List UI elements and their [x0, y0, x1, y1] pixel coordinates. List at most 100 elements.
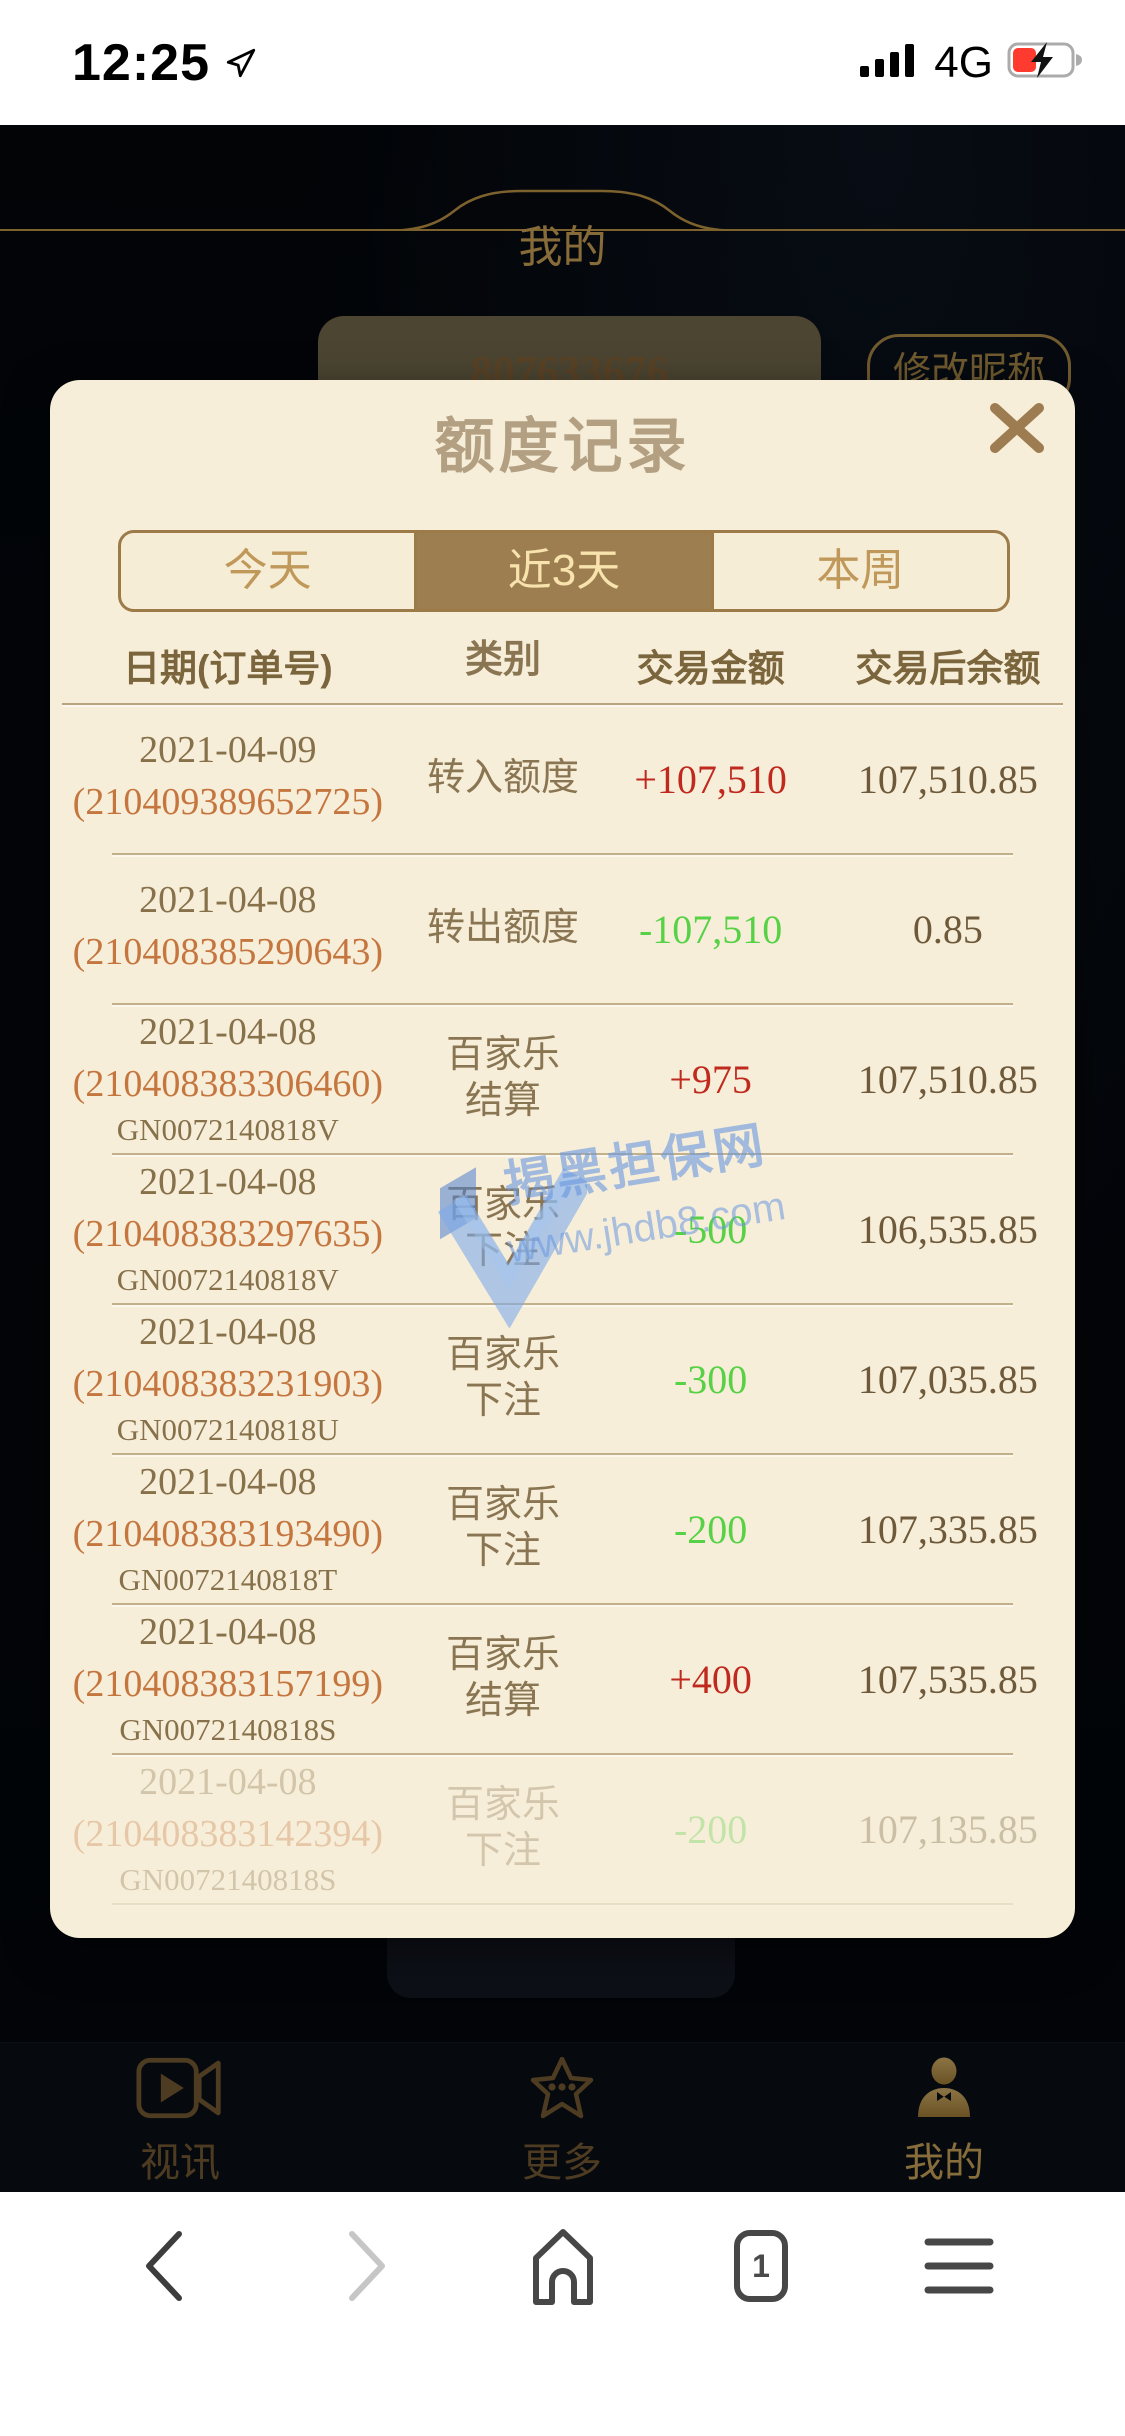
- row-divider: [112, 1903, 1013, 1905]
- row-date-cell: 2021-04-09 (210409389652725): [50, 728, 406, 830]
- row-amount: +400: [669, 1656, 752, 1702]
- row-category: 百家乐 下注: [446, 1184, 561, 1272]
- row-balance: 106,535.85: [857, 1206, 1038, 1252]
- video-icon: [136, 2057, 224, 2123]
- header-divider: [0, 229, 1125, 231]
- row-divider: [112, 1003, 1013, 1005]
- row-divider: [112, 1603, 1013, 1605]
- row-category: 转出额度: [427, 907, 580, 950]
- table-row: 2021-04-08 (210408383297635) GN007214081…: [50, 1155, 1075, 1303]
- tab-today[interactable]: 今天: [223, 546, 312, 595]
- table-row: 2021-04-08 (210408383157199) GN007214081…: [50, 1605, 1075, 1753]
- header-divider-line: [62, 703, 1063, 705]
- nav-item-more[interactable]: 更多: [442, 2056, 682, 2188]
- row-balance: 0.85: [912, 906, 983, 952]
- col-header-category: 类别: [465, 639, 542, 681]
- row-category: 百家乐 结算: [446, 1034, 561, 1122]
- browser-tabs-button[interactable]: 1: [716, 2224, 806, 2308]
- row-date: 2021-04-08: [139, 1161, 317, 1203]
- row-game-code: GN0072140818V: [116, 1262, 339, 1297]
- nav-item-mine[interactable]: 我的: [824, 2057, 1064, 2188]
- row-amount: -200: [673, 1506, 748, 1552]
- row-date-cell: 2021-04-08 (210408383297635) GN007214081…: [50, 1160, 406, 1298]
- table-row: 2021-04-09 (210409389652725) 转入额度 +107,5…: [50, 705, 1075, 853]
- row-date: 2021-04-09: [139, 729, 317, 771]
- tab-this-week[interactable]: 本周: [816, 546, 905, 595]
- row-amount: +975: [669, 1056, 752, 1102]
- row-amount: -500: [673, 1206, 748, 1252]
- row-category: 百家乐 下注: [446, 1484, 561, 1572]
- transaction-list[interactable]: 2021-04-09 (210409389652725) 转入额度 +107,5…: [50, 705, 1075, 1905]
- row-game-code: GN0072140818S: [119, 1862, 337, 1897]
- row-balance: 107,510.85: [857, 1056, 1038, 1102]
- row-date: 2021-04-08: [139, 1011, 317, 1053]
- row-category: 百家乐 下注: [446, 1784, 561, 1872]
- table-row: 2021-04-08 (210408383142394) GN007214081…: [50, 1755, 1075, 1903]
- row-divider: [112, 853, 1013, 855]
- close-icon: [988, 402, 1046, 459]
- col-header-date: 日期(订单号): [123, 648, 333, 689]
- bottom-nav: 视讯 更多: [0, 2042, 1125, 2193]
- star-icon: [529, 2056, 595, 2123]
- row-amount: -200: [673, 1806, 748, 1852]
- row-order-no: (210408383193490): [72, 1513, 383, 1555]
- row-date-cell: 2021-04-08 (210408383142394) GN007214081…: [50, 1760, 406, 1898]
- col-header-balance: 交易后余额: [855, 648, 1041, 689]
- nav-item-video[interactable]: 视讯: [60, 2057, 300, 2188]
- signal-strength-icon: [858, 42, 920, 83]
- row-divider: [112, 1153, 1013, 1155]
- row-order-no: (210408383297635): [72, 1213, 383, 1255]
- row-amount: -107,510: [638, 906, 783, 952]
- row-date: 2021-04-08: [139, 879, 317, 921]
- tab-count-badge: 1: [752, 2247, 770, 2284]
- table-row: 2021-04-08 (210408385290643) 转出额度 -107,5…: [50, 855, 1075, 1003]
- row-category: 转入额度: [427, 757, 580, 800]
- row-order-no: (210408383231903): [72, 1363, 383, 1405]
- row-date-cell: 2021-04-08 (210408383306460) GN007214081…: [50, 1010, 406, 1148]
- table-row: 2021-04-08 (210408383193490) GN007214081…: [50, 1455, 1075, 1603]
- network-type-label: 4G: [934, 37, 993, 87]
- row-date: 2021-04-08: [139, 1461, 317, 1503]
- row-date: 2021-04-08: [139, 1311, 317, 1353]
- tab-last-3-days[interactable]: 近3天: [414, 533, 714, 609]
- modal-title: 额度记录: [434, 413, 691, 480]
- row-balance: 107,510.85: [857, 756, 1038, 802]
- browser-home-button[interactable]: [518, 2224, 608, 2308]
- row-order-no: (210408383142394): [72, 1813, 383, 1855]
- close-button[interactable]: [981, 394, 1053, 466]
- row-balance: 107,535.85: [857, 1656, 1038, 1702]
- browser-forward-button[interactable]: [321, 2224, 411, 2308]
- row-divider: [112, 1753, 1013, 1755]
- row-order-no: (210408383157199): [72, 1663, 383, 1705]
- browser-menu-button[interactable]: [914, 2224, 1004, 2308]
- row-balance: 107,135.85: [857, 1806, 1038, 1852]
- row-amount: +107,510: [634, 756, 787, 802]
- row-game-code: GN0072140818T: [118, 1562, 338, 1597]
- location-arrow-icon: [224, 46, 258, 80]
- nav-label: 更多: [522, 2141, 602, 2185]
- row-order-no: (210409389652725): [72, 781, 383, 823]
- browser-toolbar: 1: [0, 2192, 1125, 2436]
- table-row: 2021-04-08 (210408383231903) GN007214081…: [50, 1305, 1075, 1453]
- row-game-code: GN0072140818U: [116, 1412, 339, 1447]
- row-game-code: GN0072140818V: [116, 1112, 339, 1147]
- quota-record-modal: 额度记录 今天 近3天 本周 日期(订单号) 类别 交易金额 交易后余额: [50, 380, 1075, 1938]
- row-balance: 107,335.85: [857, 1506, 1038, 1552]
- row-date-cell: 2021-04-08 (210408383231903) GN007214081…: [50, 1310, 406, 1448]
- row-date: 2021-04-08: [139, 1761, 317, 1803]
- page-title: 我的: [518, 223, 607, 272]
- row-category: 百家乐 结算: [446, 1634, 561, 1722]
- nav-label: 视讯: [140, 2141, 220, 2185]
- browser-back-button[interactable]: [120, 2224, 210, 2308]
- row-date-cell: 2021-04-08 (210408383157199) GN007214081…: [50, 1610, 406, 1748]
- row-game-code: GN0072140818S: [119, 1712, 337, 1747]
- row-order-no: (210408385290643): [72, 931, 383, 973]
- row-balance: 107,035.85: [857, 1356, 1038, 1402]
- row-category: 百家乐 下注: [446, 1334, 561, 1422]
- col-header-amount: 交易金额: [636, 648, 785, 689]
- row-divider: [112, 1453, 1013, 1455]
- row-date-cell: 2021-04-08 (210408385290643): [50, 878, 406, 980]
- row-date: 2021-04-08: [139, 1611, 317, 1653]
- header-tab-shape: [382, 189, 742, 231]
- battery-charging-icon: [1007, 41, 1085, 84]
